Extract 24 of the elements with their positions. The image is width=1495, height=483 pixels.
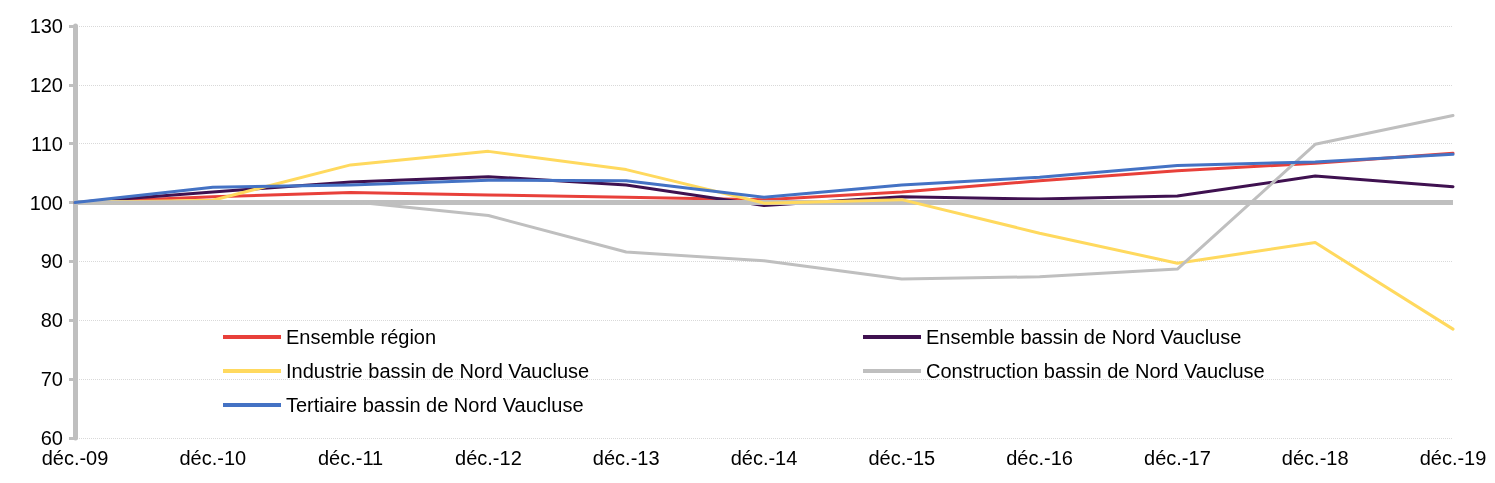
y-tick-label: 60	[40, 427, 63, 449]
y-tick-label: 100	[29, 191, 63, 214]
x-tick-label: déc.-15	[868, 447, 936, 469]
y-tick-label: 130	[29, 15, 63, 37]
y-tick-label: 110	[31, 132, 63, 155]
x-tick-label: déc.-16	[1006, 447, 1073, 469]
y-tick-label: 80	[40, 309, 63, 332]
legend-label: Ensemble région	[286, 326, 437, 348]
x-tick-label: déc.-18	[1281, 447, 1349, 469]
x-tick-label: déc.-13	[592, 447, 660, 469]
y-tick-label: 120	[29, 73, 63, 96]
x-tick-label: déc.-11	[317, 447, 384, 469]
y-tick-label: 90	[40, 250, 63, 273]
x-tick-label: déc.-12	[455, 447, 522, 469]
legend-label: Tertiaire bassin de Nord Vaucluse	[286, 394, 584, 416]
legend-label: Industrie bassin de Nord Vaucluse	[286, 360, 590, 382]
x-tick-label: déc.-19	[1419, 447, 1487, 469]
legend-label: Ensemble bassin de Nord Vaucluse	[926, 326, 1242, 348]
x-tick-label: déc.-10	[179, 447, 247, 469]
legend-label: Construction bassin de Nord Vaucluse	[926, 360, 1265, 382]
y-tick-label: 70	[40, 368, 63, 391]
x-tick-label: déc.-17	[1144, 447, 1211, 469]
x-tick-label: déc.-09	[41, 447, 109, 469]
x-tick-label: déc.-14	[730, 447, 798, 469]
